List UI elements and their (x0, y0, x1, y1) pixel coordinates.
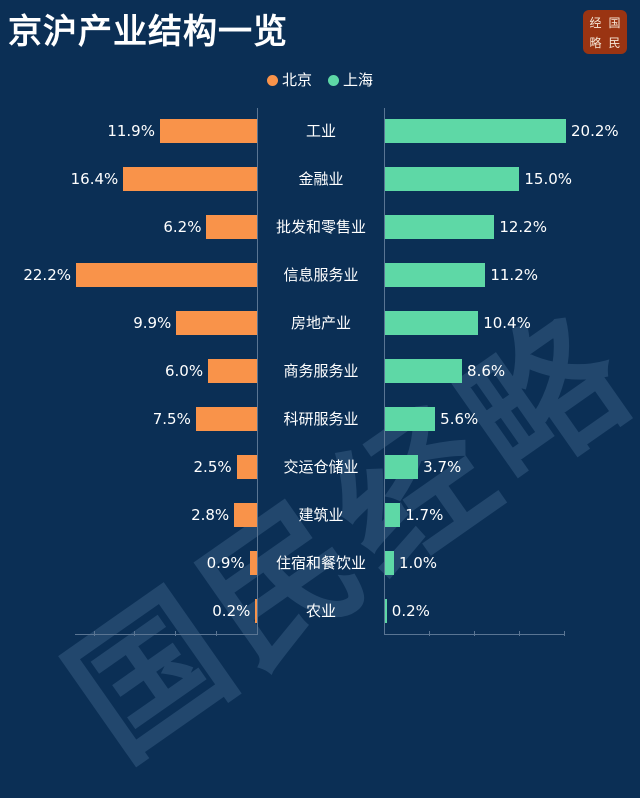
bar-shanghai[interactable] (385, 311, 479, 335)
logo-char: 国 (608, 15, 621, 30)
chart-row: 11.9% 工业 20.2% (0, 119, 640, 143)
legend-dot-icon (328, 74, 339, 86)
chart-row: 2.8% 建筑业 1.7% (0, 503, 640, 527)
bar-beijing[interactable] (236, 455, 257, 479)
bar-beijing[interactable] (159, 119, 257, 143)
bar-beijing[interactable] (76, 263, 257, 287)
chart-row: 2.5% 交运仓储业 3.7% (0, 455, 640, 479)
category-label: 信息服务业 (283, 266, 359, 284)
chart-row: 7.5% 科研服务业 5.6% (0, 407, 640, 431)
bar-beijing[interactable] (208, 359, 257, 383)
category-label: 工业 (305, 122, 336, 140)
chart-row: 22.2% 信息服务业 11.2% (0, 263, 640, 287)
logo-char: 民 (608, 35, 621, 50)
legend-item-beijing[interactable]: 北京 (266, 70, 312, 90)
axis-tick (175, 631, 176, 636)
value-label-beijing: 9.9% (133, 314, 172, 332)
bar-shanghai[interactable] (385, 599, 387, 623)
axis-tick (519, 631, 520, 636)
bar-shanghai[interactable] (385, 359, 463, 383)
bar-beijing[interactable] (206, 215, 257, 239)
chart-row: 6.0% 商务服务业 8.6% (0, 359, 640, 383)
chart-row: 16.4% 金融业 15.0% (0, 167, 640, 191)
category-label: 交运仓储业 (283, 458, 359, 476)
value-label-shanghai: 0.2% (391, 602, 430, 620)
value-label-beijing: 2.8% (191, 506, 230, 524)
value-label-shanghai: 10.4% (483, 314, 531, 332)
axis-tick (94, 631, 95, 636)
category-label: 金融业 (298, 170, 344, 188)
value-label-shanghai: 3.7% (423, 458, 462, 476)
bar-beijing[interactable] (195, 407, 257, 431)
bar-shanghai[interactable] (385, 215, 495, 239)
category-label: 批发和零售业 (275, 218, 366, 236)
bar-beijing[interactable] (123, 167, 257, 191)
category-label: 住宿和餐饮业 (275, 554, 366, 572)
bar-shanghai[interactable] (385, 455, 419, 479)
value-label-beijing: 6.2% (163, 218, 202, 236)
bar-shanghai[interactable] (385, 503, 401, 527)
category-label: 科研服务业 (283, 410, 359, 428)
chart-row: 9.9% 房地产业 10.4% (0, 311, 640, 335)
value-label-beijing: 7.5% (152, 410, 191, 428)
chart-title: 京沪产业结构一览 (8, 12, 288, 52)
bar-beijing[interactable] (249, 551, 257, 575)
chart-row: 6.2% 批发和零售业 12.2% (0, 215, 640, 239)
value-label-beijing: 16.4% (70, 170, 119, 188)
category-label: 房地产业 (290, 314, 351, 332)
value-label-beijing: 0.9% (206, 554, 245, 572)
brand-logo: 经 国 略 民 (583, 10, 627, 54)
axis-tick (564, 631, 565, 636)
bar-beijing[interactable] (255, 599, 257, 623)
bar-shanghai[interactable] (385, 119, 566, 143)
category-label: 农业 (305, 602, 336, 620)
legend-item-shanghai[interactable]: 上海 (328, 70, 373, 90)
value-label-shanghai: 11.2% (490, 266, 538, 284)
axis-tick (216, 631, 217, 636)
right-axis-line (384, 108, 385, 635)
value-label-shanghai: 8.6% (467, 362, 506, 380)
axis-tick (474, 631, 475, 636)
bar-shanghai[interactable] (385, 263, 486, 287)
value-label-shanghai: 1.0% (398, 554, 438, 572)
logo-char: 经 (589, 15, 602, 30)
value-label-shanghai: 12.2% (499, 218, 547, 236)
category-label: 商务服务业 (283, 362, 359, 380)
value-label-beijing: 2.5% (193, 458, 232, 476)
chart-row: 0.9% 住宿和餐饮业 1.0% (0, 551, 640, 575)
bar-shanghai[interactable] (385, 551, 394, 575)
value-label-beijing: 0.2% (212, 602, 251, 620)
value-label-shanghai: 1.7% (405, 506, 444, 524)
category-label: 建筑业 (298, 506, 344, 524)
value-label-shanghai: 5.6% (440, 410, 479, 428)
bar-beijing[interactable] (176, 311, 257, 335)
axis-tick (429, 631, 430, 636)
left-axis-line (257, 108, 258, 635)
value-label-shanghai: 20.2% (571, 122, 619, 140)
value-label-beijing: 6.0% (164, 362, 204, 380)
value-label-beijing: 22.2% (23, 266, 71, 284)
chart-row: 0.2% 农业 0.2% (0, 599, 640, 623)
legend-label: 北京 (281, 71, 312, 89)
bar-beijing[interactable] (234, 503, 257, 527)
bar-shanghai[interactable] (385, 407, 436, 431)
logo-char: 略 (589, 35, 602, 50)
legend: 北京 上海 (0, 70, 640, 90)
legend-label: 上海 (343, 71, 374, 89)
value-label-shanghai: 15.0% (524, 170, 573, 188)
legend-dot-icon (266, 74, 278, 86)
axis-tick (134, 631, 135, 636)
chart-rows: 11.9% 工业 20.2% 16.4% 金融业 15.0% 6.2% 批发和零售业 12.2%… (0, 119, 640, 623)
left-x-axis (75, 634, 257, 635)
bar-shanghai[interactable] (385, 167, 520, 191)
value-label-beijing: 11.9% (107, 122, 155, 140)
